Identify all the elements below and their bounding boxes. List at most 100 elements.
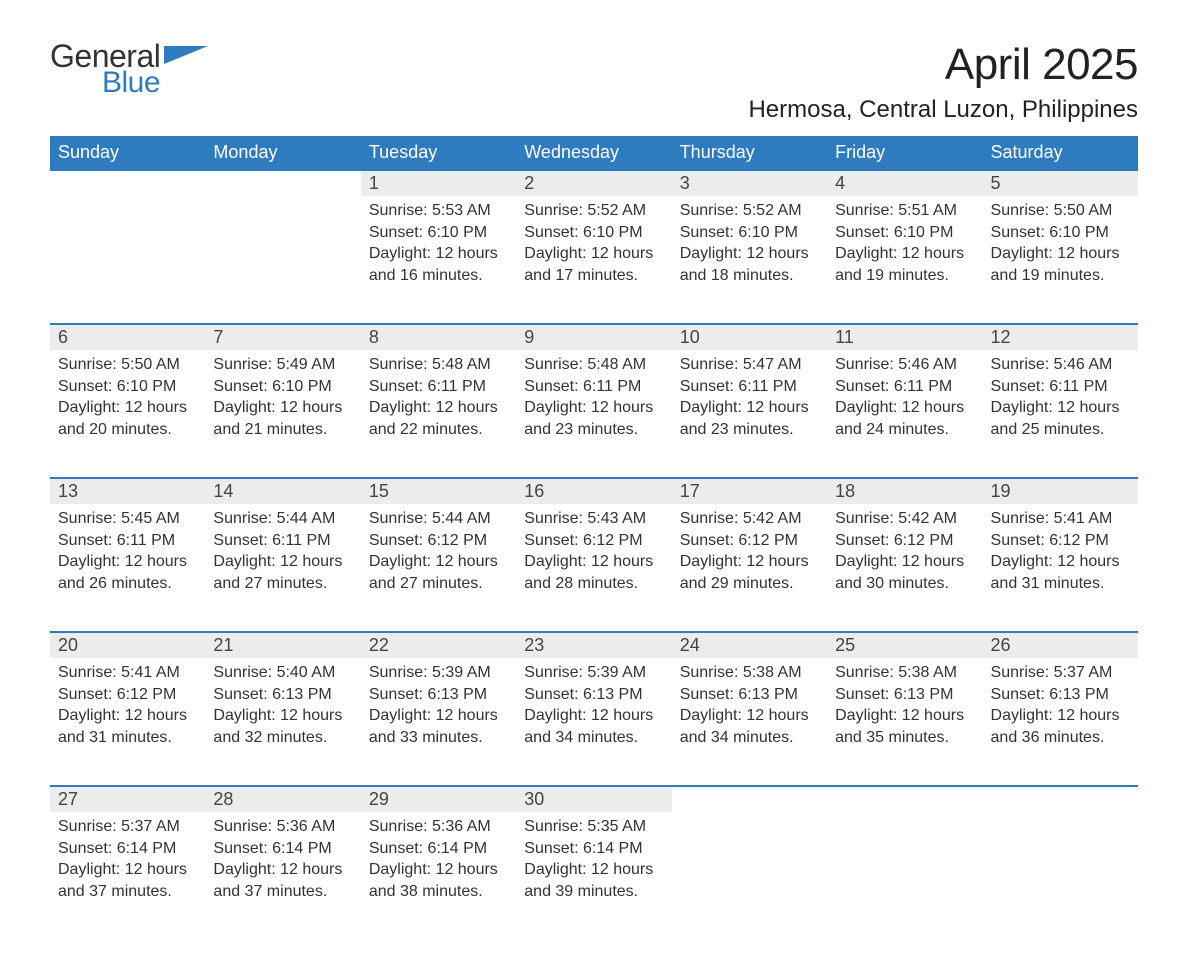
day1-text: Daylight: 12 hours — [991, 551, 1130, 573]
day1-text: Daylight: 12 hours — [58, 397, 197, 419]
sunrise-text: Sunrise: 5:47 AM — [680, 354, 819, 376]
brand-logo: General Blue — [50, 40, 208, 98]
day-cell: Sunrise: 5:49 AMSunset: 6:10 PMDaylight:… — [205, 350, 360, 478]
weekday-header: Tuesday — [361, 136, 516, 170]
day1-text: Daylight: 12 hours — [835, 551, 974, 573]
day-number-cell: 11 — [827, 324, 982, 350]
day-cell — [983, 812, 1138, 940]
day-cell: Sunrise: 5:42 AMSunset: 6:12 PMDaylight:… — [672, 504, 827, 632]
day-cell: Sunrise: 5:36 AMSunset: 6:14 PMDaylight:… — [361, 812, 516, 940]
sunset-text: Sunset: 6:14 PM — [213, 838, 352, 860]
day-cell — [827, 812, 982, 940]
day-number-cell: 8 — [361, 324, 516, 350]
day-cell: Sunrise: 5:44 AMSunset: 6:12 PMDaylight:… — [361, 504, 516, 632]
sunrise-text: Sunrise: 5:37 AM — [58, 816, 197, 838]
page-header: General Blue April 2025 Hermosa, Central… — [50, 40, 1138, 124]
day-number: 26 — [991, 635, 1011, 655]
sunset-text: Sunset: 6:12 PM — [58, 684, 197, 706]
day-cell: Sunrise: 5:52 AMSunset: 6:10 PMDaylight:… — [672, 196, 827, 324]
day-number: 5 — [991, 173, 1001, 193]
day-number-cell: 27 — [50, 786, 205, 812]
sunrise-text: Sunrise: 5:38 AM — [680, 662, 819, 684]
day-number-cell: 12 — [983, 324, 1138, 350]
sunrise-text: Sunrise: 5:35 AM — [524, 816, 663, 838]
day-number-cell: 1 — [361, 170, 516, 196]
sunrise-text: Sunrise: 5:42 AM — [680, 508, 819, 530]
day2-text: and 33 minutes. — [369, 727, 508, 749]
day-number: 12 — [991, 327, 1011, 347]
sunset-text: Sunset: 6:14 PM — [369, 838, 508, 860]
week-content-row: Sunrise: 5:37 AMSunset: 6:14 PMDaylight:… — [50, 812, 1138, 940]
day-number: 21 — [213, 635, 233, 655]
week-daynum-row: 12345 — [50, 170, 1138, 196]
sunset-text: Sunset: 6:13 PM — [991, 684, 1130, 706]
day-number-cell — [205, 170, 360, 196]
sunset-text: Sunset: 6:11 PM — [991, 376, 1130, 398]
day-number-cell: 17 — [672, 478, 827, 504]
day2-text: and 19 minutes. — [991, 265, 1130, 287]
day-cell: Sunrise: 5:43 AMSunset: 6:12 PMDaylight:… — [516, 504, 671, 632]
day1-text: Daylight: 12 hours — [524, 859, 663, 881]
day-cell: Sunrise: 5:46 AMSunset: 6:11 PMDaylight:… — [983, 350, 1138, 478]
sunrise-text: Sunrise: 5:41 AM — [58, 662, 197, 684]
day-number: 13 — [58, 481, 78, 501]
day2-text: and 26 minutes. — [58, 573, 197, 595]
sunset-text: Sunset: 6:11 PM — [680, 376, 819, 398]
day1-text: Daylight: 12 hours — [680, 397, 819, 419]
day-cell: Sunrise: 5:48 AMSunset: 6:11 PMDaylight:… — [516, 350, 671, 478]
sunrise-text: Sunrise: 5:53 AM — [369, 200, 508, 222]
sunrise-text: Sunrise: 5:38 AM — [835, 662, 974, 684]
sunrise-text: Sunrise: 5:46 AM — [835, 354, 974, 376]
day-number-cell: 4 — [827, 170, 982, 196]
day-number-cell — [827, 786, 982, 812]
week-daynum-row: 20212223242526 — [50, 632, 1138, 658]
day2-text: and 31 minutes. — [991, 573, 1130, 595]
day-number: 29 — [369, 789, 389, 809]
day-number: 23 — [524, 635, 544, 655]
day1-text: Daylight: 12 hours — [58, 705, 197, 727]
sunrise-text: Sunrise: 5:36 AM — [369, 816, 508, 838]
day1-text: Daylight: 12 hours — [991, 705, 1130, 727]
day1-text: Daylight: 12 hours — [58, 859, 197, 881]
day1-text: Daylight: 12 hours — [991, 397, 1130, 419]
day1-text: Daylight: 12 hours — [835, 243, 974, 265]
day-number-cell: 18 — [827, 478, 982, 504]
day-number-cell: 29 — [361, 786, 516, 812]
day-number-cell: 16 — [516, 478, 671, 504]
day1-text: Daylight: 12 hours — [835, 705, 974, 727]
day1-text: Daylight: 12 hours — [680, 243, 819, 265]
day-number-cell: 10 — [672, 324, 827, 350]
sunset-text: Sunset: 6:14 PM — [58, 838, 197, 860]
day1-text: Daylight: 12 hours — [213, 397, 352, 419]
day2-text: and 20 minutes. — [58, 419, 197, 441]
sunset-text: Sunset: 6:12 PM — [991, 530, 1130, 552]
day1-text: Daylight: 12 hours — [524, 397, 663, 419]
sunset-text: Sunset: 6:13 PM — [369, 684, 508, 706]
day-cell: Sunrise: 5:37 AMSunset: 6:14 PMDaylight:… — [50, 812, 205, 940]
day2-text: and 34 minutes. — [524, 727, 663, 749]
day2-text: and 22 minutes. — [369, 419, 508, 441]
sunset-text: Sunset: 6:10 PM — [991, 222, 1130, 244]
day-number: 9 — [524, 327, 534, 347]
day-cell: Sunrise: 5:44 AMSunset: 6:11 PMDaylight:… — [205, 504, 360, 632]
week-daynum-row: 27282930 — [50, 786, 1138, 812]
day-cell: Sunrise: 5:50 AMSunset: 6:10 PMDaylight:… — [50, 350, 205, 478]
day-number-cell — [983, 786, 1138, 812]
sunrise-text: Sunrise: 5:39 AM — [524, 662, 663, 684]
day-number: 18 — [835, 481, 855, 501]
sunset-text: Sunset: 6:13 PM — [680, 684, 819, 706]
sunset-text: Sunset: 6:13 PM — [524, 684, 663, 706]
day-cell: Sunrise: 5:41 AMSunset: 6:12 PMDaylight:… — [50, 658, 205, 786]
day-number-cell: 15 — [361, 478, 516, 504]
day2-text: and 17 minutes. — [524, 265, 663, 287]
day1-text: Daylight: 12 hours — [680, 705, 819, 727]
day1-text: Daylight: 12 hours — [524, 705, 663, 727]
day-number: 20 — [58, 635, 78, 655]
sunrise-text: Sunrise: 5:37 AM — [991, 662, 1130, 684]
day1-text: Daylight: 12 hours — [835, 397, 974, 419]
day-cell — [50, 196, 205, 324]
day-cell: Sunrise: 5:41 AMSunset: 6:12 PMDaylight:… — [983, 504, 1138, 632]
day-number: 1 — [369, 173, 379, 193]
sunset-text: Sunset: 6:11 PM — [213, 530, 352, 552]
sunrise-text: Sunrise: 5:45 AM — [58, 508, 197, 530]
